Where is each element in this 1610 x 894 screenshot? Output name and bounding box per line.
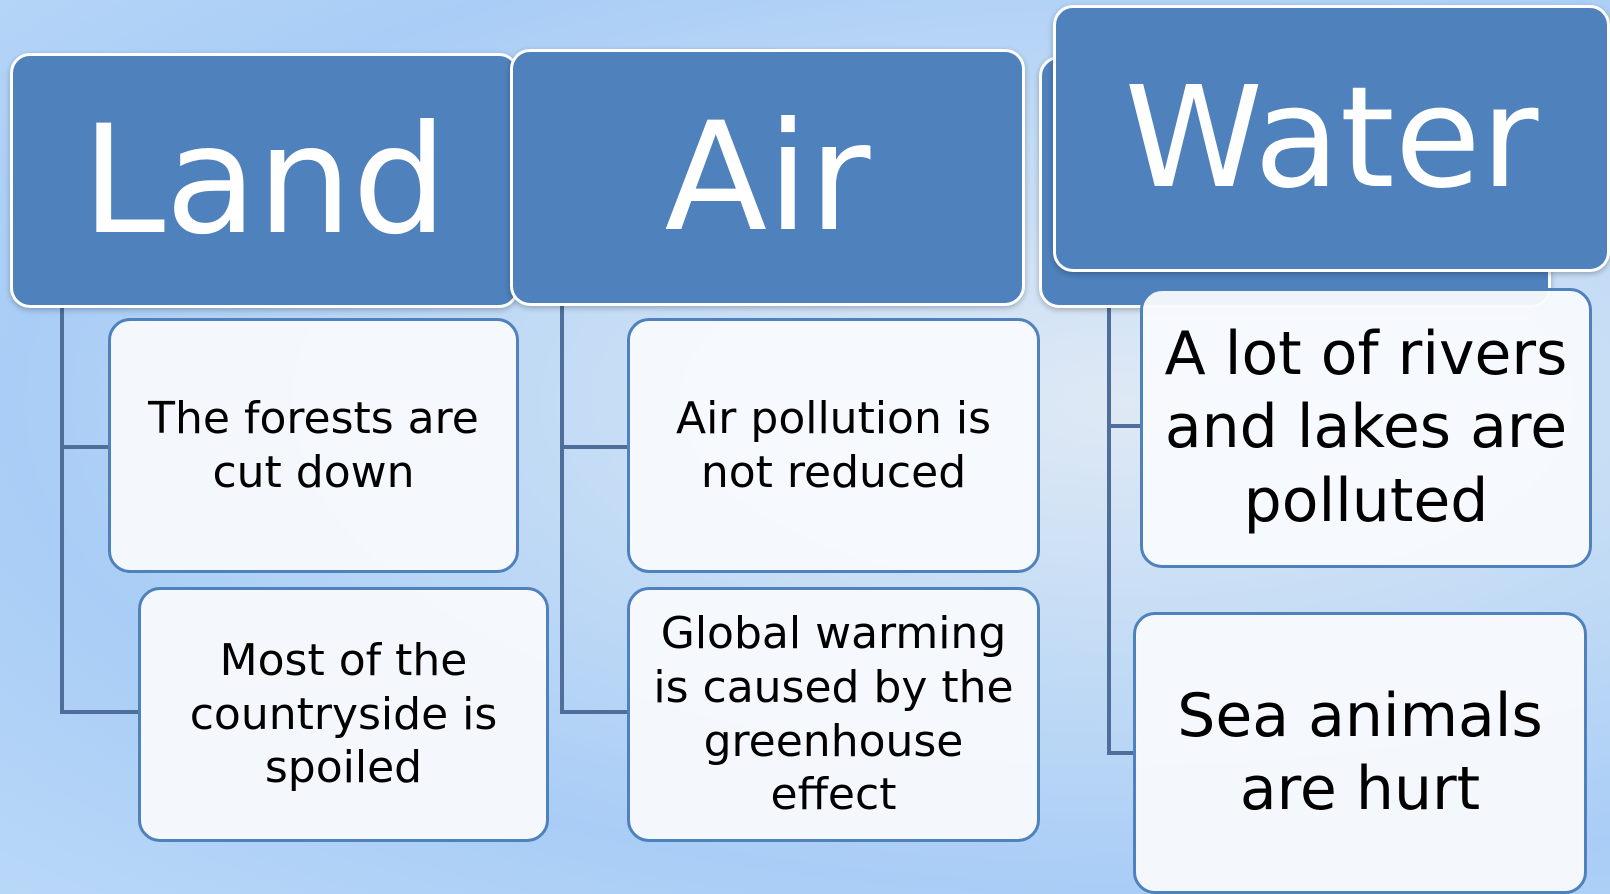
air-connector [560, 306, 627, 714]
column-header: Land [10, 53, 519, 308]
column-item: Most of the countryside is spoiled [138, 587, 549, 842]
land-connector [60, 308, 138, 714]
column-header: Water [1053, 5, 1610, 272]
column-item: Sea animals are hurt [1133, 612, 1587, 894]
column-item: Air pollution is not reduced [627, 318, 1040, 573]
column-item: The forests are cut down [108, 318, 519, 573]
column-header: Air [510, 49, 1025, 306]
water-connector [1107, 272, 1140, 755]
column-item: Global warming is caused by the greenhou… [627, 587, 1040, 842]
column-item: A lot of rivers and lakes are polluted [1140, 288, 1592, 568]
